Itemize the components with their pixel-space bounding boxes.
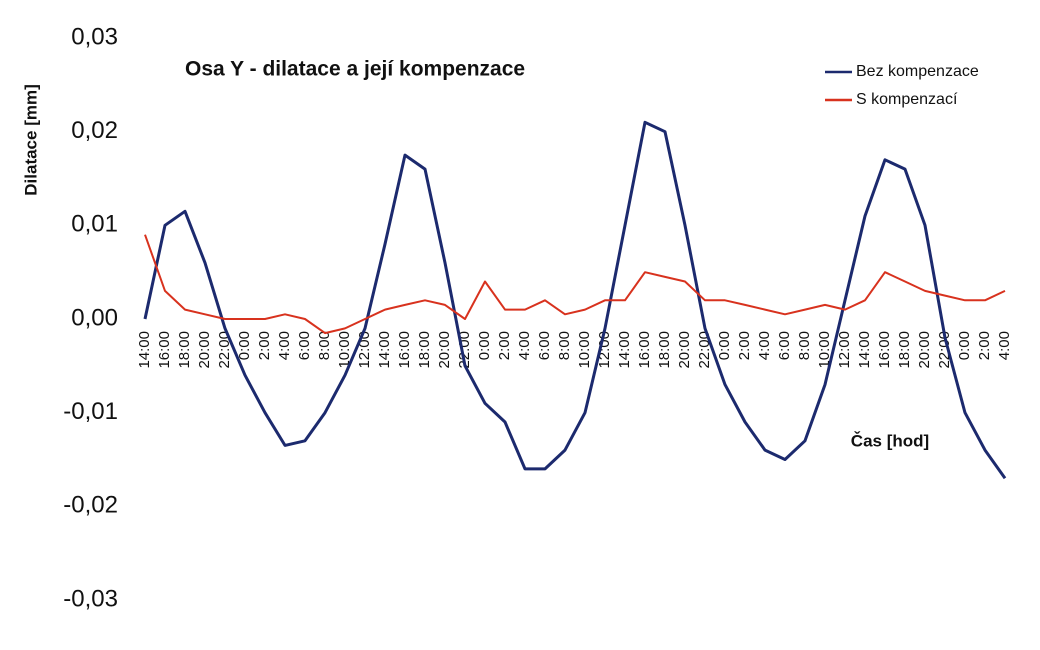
legend-label: Bez kompenzace bbox=[856, 63, 979, 80]
y-tick-label: 0,02 bbox=[71, 117, 118, 144]
y-tick-label: -0,01 bbox=[63, 398, 118, 425]
x-tick-label: 18:00 bbox=[416, 331, 433, 369]
x-tick-label: 0:00 bbox=[716, 331, 733, 360]
x-tick-label: 12:00 bbox=[596, 331, 613, 369]
x-tick-label: 16:00 bbox=[636, 331, 653, 369]
x-tick-label: 8:00 bbox=[796, 331, 813, 360]
x-tick-label: 4:00 bbox=[276, 331, 293, 360]
x-tick-label: 16:00 bbox=[156, 331, 173, 369]
x-tick-label: 2:00 bbox=[256, 331, 273, 360]
y-tick-label: 0,00 bbox=[71, 304, 118, 331]
x-tick-label: 4:00 bbox=[756, 331, 773, 360]
data-line bbox=[144, 234, 1006, 335]
x-tick-label: 14:00 bbox=[376, 331, 393, 369]
y-tick-label: -0,03 bbox=[63, 585, 118, 612]
x-tick-label: 18:00 bbox=[176, 331, 193, 369]
x-tick-label: 0:00 bbox=[476, 331, 493, 360]
x-tick-label: 20:00 bbox=[196, 331, 213, 369]
x-tick-label: 0:00 bbox=[956, 331, 973, 360]
x-tick-label: 10:00 bbox=[576, 331, 593, 369]
x-tick-label: 20:00 bbox=[916, 331, 933, 369]
x-tick-label: 10:00 bbox=[336, 331, 353, 369]
x-tick-label: 20:00 bbox=[676, 331, 693, 369]
x-tick-label: 14:00 bbox=[856, 331, 873, 369]
x-tick-label: 16:00 bbox=[396, 331, 413, 369]
y-tick-label: 0,03 bbox=[71, 23, 118, 50]
x-tick-label: 2:00 bbox=[736, 331, 753, 360]
x-tick-label: 2:00 bbox=[496, 331, 513, 360]
legend-label: S kompenzací bbox=[856, 91, 958, 108]
x-tick-label: 4:00 bbox=[996, 331, 1013, 360]
x-tick-label: 4:00 bbox=[516, 331, 533, 360]
x-tick-label: 22:00 bbox=[216, 331, 233, 369]
x-tick-label: 6:00 bbox=[536, 331, 553, 360]
y-tick-label: 0,01 bbox=[71, 211, 118, 238]
x-tick-label: 16:00 bbox=[876, 331, 893, 369]
x-axis-label: Čas [hod] bbox=[851, 431, 929, 450]
x-tick-label: 22:00 bbox=[936, 331, 953, 369]
x-tick-label: 6:00 bbox=[776, 331, 793, 360]
x-tick-label: 18:00 bbox=[656, 331, 673, 369]
y-axis-label: Dilatace [mm] bbox=[21, 84, 40, 195]
x-tick-label: 14:00 bbox=[136, 331, 153, 369]
x-tick-label: 0:00 bbox=[236, 331, 253, 360]
x-tick-label: 10:00 bbox=[816, 331, 833, 369]
x-tick-label: 6:00 bbox=[296, 331, 313, 360]
x-tick-label: 2:00 bbox=[976, 331, 993, 360]
y-tick-label: -0,02 bbox=[63, 492, 118, 519]
x-tick-label: 12:00 bbox=[836, 331, 853, 369]
x-tick-label: 18:00 bbox=[896, 331, 913, 369]
x-tick-label: 22:00 bbox=[696, 331, 713, 369]
x-tick-label: 14:00 bbox=[616, 331, 633, 369]
data-line bbox=[143, 120, 1007, 480]
chart-title: Osa Y - dilatace a její kompenzace bbox=[185, 58, 525, 81]
x-tick-label: 8:00 bbox=[556, 331, 573, 360]
x-tick-label: 8:00 bbox=[316, 331, 333, 360]
x-tick-label: 20:00 bbox=[436, 331, 453, 369]
x-tick-label: 12:00 bbox=[356, 331, 373, 369]
